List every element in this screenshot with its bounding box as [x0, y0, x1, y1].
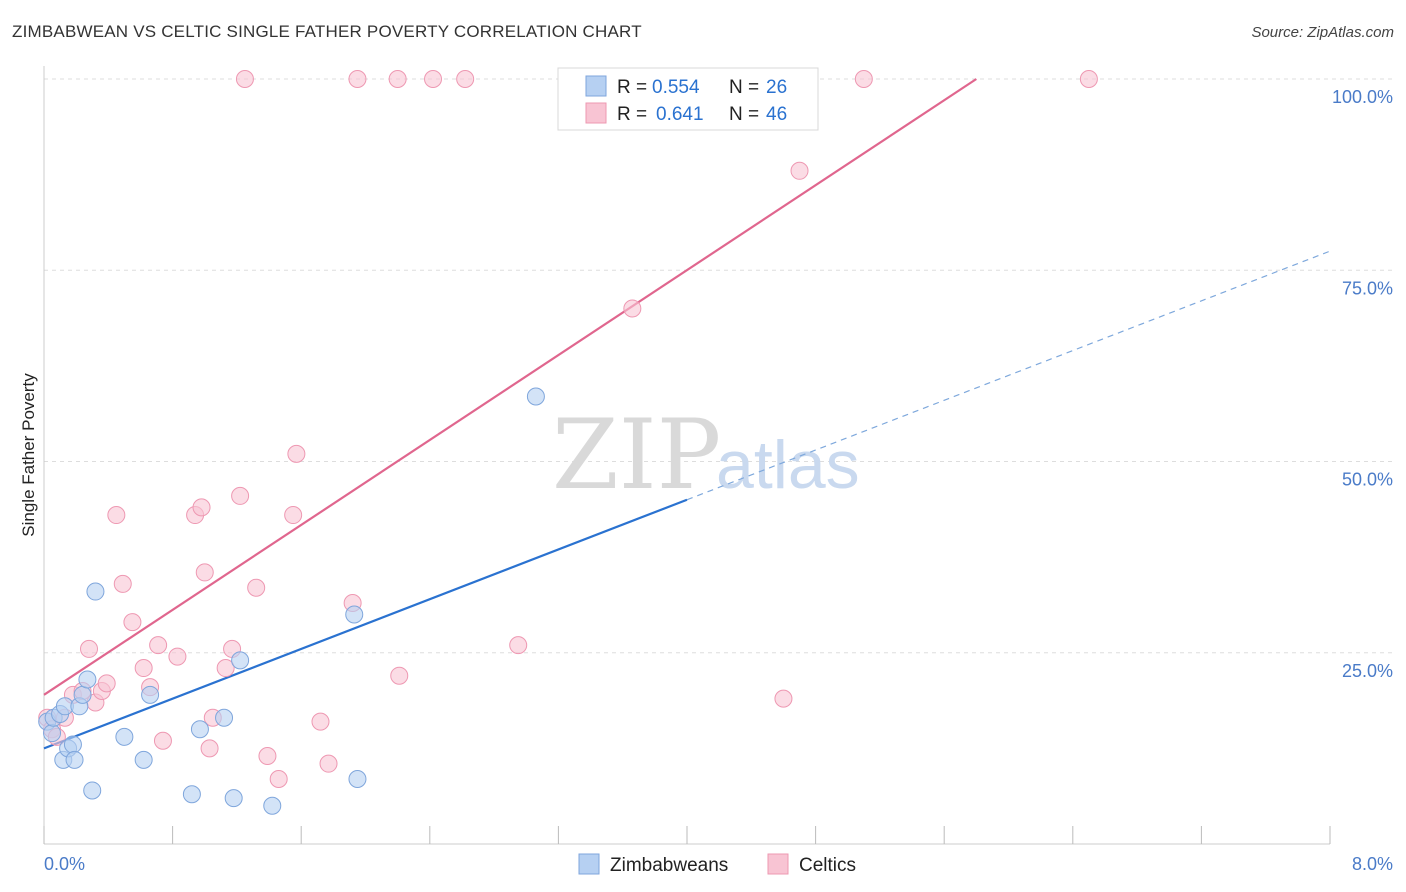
celtics-point	[107, 506, 126, 525]
zimbabweans-point	[141, 685, 160, 704]
celtics-point	[200, 739, 219, 758]
zimbabweans-point	[43, 724, 62, 743]
celtics-point	[319, 754, 338, 773]
celtics-point	[1079, 70, 1098, 88]
celtics-point	[97, 674, 116, 693]
data-points	[38, 70, 1098, 815]
zimbabweans-point	[190, 720, 209, 739]
zimbabweans-point	[73, 685, 92, 704]
celtics-point	[195, 563, 214, 582]
grid-lines	[44, 78, 1394, 654]
legend-zimbabweans-swatch	[578, 853, 600, 875]
zimbabweans-swatch	[585, 75, 607, 97]
celtics-point	[456, 70, 475, 88]
celtics-r-label: R =	[617, 104, 647, 125]
zimbabweans-point	[215, 708, 234, 727]
source-credit: Source: ZipAtlas.com	[1251, 24, 1394, 41]
celtics-point	[623, 299, 642, 318]
celtics-point	[287, 444, 306, 463]
watermark-atlas: atlas	[716, 427, 860, 503]
zimbabweans-point	[115, 727, 134, 746]
watermark: ZIP atlas	[552, 399, 860, 511]
celtics-point	[269, 769, 288, 788]
zimbabweans-point	[86, 582, 105, 601]
zimbabweans-point	[182, 785, 201, 804]
stats-legend: R = 0.554 N = 26 R = 0.641 N = 46	[557, 67, 819, 131]
celtics-point	[216, 659, 235, 678]
celtics-point	[854, 70, 873, 88]
celtics-point	[258, 747, 277, 766]
zimbabweans-point	[345, 605, 364, 624]
celtics-point	[80, 639, 99, 658]
y-tick-label: 25.0%	[1342, 661, 1393, 681]
x-tick-min: 0.0%	[44, 854, 85, 874]
celtics-n-label: N =	[729, 104, 759, 125]
celtics-swatch	[585, 102, 607, 124]
celtics-point	[790, 161, 809, 180]
celtics-point	[247, 578, 266, 597]
watermark-zip: ZIP	[552, 399, 721, 511]
x-tick-max: 8.0%	[1352, 854, 1393, 874]
y-tick-labels: 25.0% 50.0% 75.0% 100.0%	[1332, 87, 1393, 681]
celtics-point	[231, 486, 250, 505]
zimbabweans-point	[78, 670, 97, 689]
y-tick-label: 100.0%	[1332, 87, 1393, 107]
zimbabweans-n-label: N =	[729, 77, 759, 98]
celtics-point	[390, 666, 409, 685]
celtics-point	[284, 506, 303, 525]
zimbabweans-r-value: 0.554	[652, 77, 700, 98]
celtics-point	[149, 636, 168, 655]
celtics-r-value: 0.641	[656, 104, 704, 125]
zimbabweans-trend-line	[43, 498, 688, 750]
celtics-trend-line	[43, 78, 977, 696]
zimbabweans-point	[83, 781, 102, 800]
legend-celtics-swatch	[767, 853, 789, 875]
series-legend: Zimbabweans Celtics	[578, 853, 856, 876]
y-tick-label: 75.0%	[1342, 278, 1393, 298]
zimbabweans-point	[134, 750, 153, 769]
zimbabweans-trend-extension	[686, 250, 1331, 501]
trend-lines	[43, 78, 1331, 750]
zimbabweans-point	[224, 789, 243, 808]
celtics-point	[388, 70, 407, 88]
y-axis-title: Single Father Poverty	[19, 373, 38, 537]
celtics-point	[134, 659, 153, 678]
zimbabweans-r-label: R =	[617, 77, 647, 98]
y-tick-label: 50.0%	[1342, 470, 1393, 490]
celtics-point	[153, 731, 172, 750]
zimbabweans-point	[65, 750, 84, 769]
legend-celtics-label: Celtics	[799, 855, 856, 876]
celtics-point	[235, 70, 254, 88]
zimbabweans-point	[263, 796, 282, 815]
chart-title: ZIMBABWEAN VS CELTIC SINGLE FATHER POVER…	[12, 22, 642, 41]
celtics-n-value: 46	[766, 104, 787, 125]
zimbabweans-point	[348, 769, 367, 788]
celtics-point	[424, 70, 443, 88]
celtics-point	[509, 636, 528, 655]
celtics-point	[192, 498, 211, 517]
celtics-point	[348, 70, 367, 88]
celtics-point	[311, 712, 330, 731]
zimbabweans-point	[63, 735, 82, 754]
celtics-point	[168, 647, 187, 666]
legend-zimbabweans-label: Zimbabweans	[610, 855, 728, 876]
celtics-point	[113, 574, 132, 593]
celtics-point	[774, 689, 793, 708]
zimbabweans-n-value: 26	[766, 77, 787, 98]
zimbabweans-point	[526, 387, 545, 406]
zimbabweans-point	[231, 651, 250, 670]
celtics-point	[123, 613, 142, 632]
